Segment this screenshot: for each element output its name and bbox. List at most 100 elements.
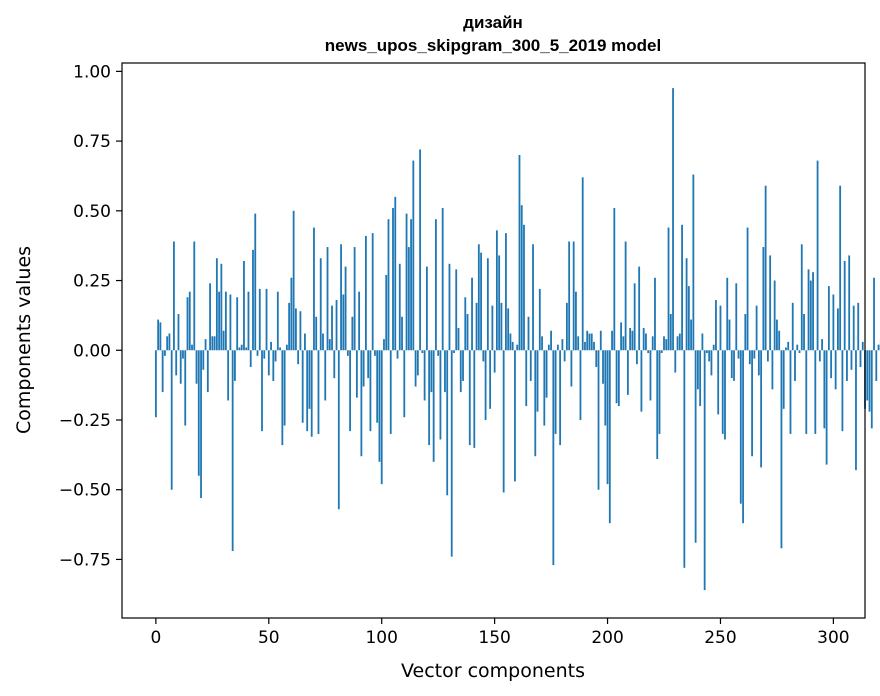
bar-component-96 bbox=[371, 233, 374, 351]
y-tick-label: 1.00 bbox=[73, 62, 111, 82]
bar-component-206 bbox=[620, 322, 622, 351]
bar-component-181 bbox=[563, 350, 566, 362]
bar-component-286 bbox=[800, 244, 803, 351]
bar-component-309 bbox=[852, 305, 855, 351]
bar-component-289 bbox=[807, 269, 810, 351]
bar-component-112 bbox=[407, 247, 410, 351]
bar-component-211 bbox=[631, 330, 634, 351]
bar-component-18 bbox=[195, 350, 198, 384]
bar-component-74 bbox=[322, 333, 324, 351]
bar-component-160 bbox=[516, 344, 519, 351]
bar-component-304 bbox=[841, 350, 844, 432]
bar-component-291 bbox=[812, 272, 814, 351]
bar-component-186 bbox=[575, 291, 577, 351]
bar-component-224 bbox=[660, 350, 663, 354]
bar-component-195 bbox=[595, 350, 598, 367]
bar-component-285 bbox=[798, 350, 801, 354]
bar-component-230 bbox=[674, 350, 677, 373]
bar-component-95 bbox=[369, 350, 372, 432]
bar-component-281 bbox=[789, 350, 792, 434]
bar-component-247 bbox=[712, 344, 715, 351]
bar-component-116 bbox=[416, 350, 419, 376]
bar-component-99 bbox=[378, 350, 381, 462]
bar-component-68 bbox=[308, 350, 311, 409]
bar-component-85 bbox=[346, 350, 349, 356]
bar-component-188 bbox=[579, 350, 582, 420]
bar-component-6 bbox=[168, 333, 171, 351]
bar-component-292 bbox=[814, 350, 817, 434]
bar-component-42 bbox=[249, 350, 252, 367]
bar-component-203 bbox=[613, 208, 616, 351]
bar-component-185 bbox=[572, 241, 575, 351]
bar-component-193 bbox=[590, 333, 593, 351]
bar-component-297 bbox=[825, 350, 828, 465]
bar-component-187 bbox=[577, 336, 580, 351]
bar-component-226 bbox=[665, 339, 668, 351]
x-tick-label: 150 bbox=[478, 628, 510, 648]
bar-component-241 bbox=[699, 350, 702, 407]
bar-component-22 bbox=[204, 339, 207, 351]
bar-component-256 bbox=[733, 350, 735, 381]
bar-component-272 bbox=[769, 255, 772, 351]
bar-component-295 bbox=[821, 339, 823, 351]
bar-component-138 bbox=[466, 314, 469, 351]
bar-component-218 bbox=[647, 350, 650, 354]
bar-component-102 bbox=[385, 274, 388, 351]
bar-component-205 bbox=[617, 350, 620, 407]
bar-component-237 bbox=[690, 319, 693, 351]
bar-component-242 bbox=[701, 333, 704, 351]
y-tick-label: −0.50 bbox=[59, 481, 111, 501]
bar-component-29 bbox=[220, 263, 223, 351]
bar-component-198 bbox=[602, 350, 604, 384]
bar-component-287 bbox=[803, 314, 805, 351]
bar-component-200 bbox=[606, 350, 609, 485]
bar-component-154 bbox=[502, 350, 505, 493]
chart-title: дизайн bbox=[463, 13, 523, 32]
bar-component-65 bbox=[301, 350, 304, 423]
bar-component-56 bbox=[281, 350, 284, 446]
bar-component-274 bbox=[773, 280, 776, 351]
bar-component-271 bbox=[766, 350, 769, 362]
bar-component-25 bbox=[211, 336, 214, 351]
bar-component-233 bbox=[681, 224, 683, 351]
bar-component-260 bbox=[742, 350, 744, 524]
bar-component-207 bbox=[622, 336, 625, 351]
bar-component-196 bbox=[597, 350, 600, 490]
bar-component-259 bbox=[739, 350, 742, 504]
bar-component-52 bbox=[272, 350, 275, 381]
bar-component-31 bbox=[224, 291, 227, 351]
bar-component-190 bbox=[584, 341, 586, 351]
bar-component-172 bbox=[543, 350, 546, 426]
bar-component-279 bbox=[785, 347, 787, 351]
bar-component-109 bbox=[401, 316, 403, 351]
bar-component-250 bbox=[719, 305, 722, 351]
x-axis: 0 50 100 150 200 250 300 bbox=[150, 618, 850, 648]
bar-component-62 bbox=[294, 308, 297, 351]
bar-component-219 bbox=[649, 350, 652, 401]
bar-component-282 bbox=[791, 302, 794, 351]
bar-component-136 bbox=[462, 350, 464, 381]
y-tick-label: 0.25 bbox=[73, 272, 111, 292]
y-axis: −0.75 −0.50 −0.25 0.00 0.25 0.50 0.75 1.00 bbox=[59, 62, 122, 570]
x-tick-label: 200 bbox=[591, 628, 623, 648]
bar-component-252 bbox=[724, 350, 726, 440]
bar-component-125 bbox=[437, 350, 440, 356]
bar-component-39 bbox=[243, 261, 245, 351]
bar-component-33 bbox=[229, 294, 232, 351]
bar-component-17 bbox=[193, 241, 196, 351]
bar-component-93 bbox=[365, 235, 367, 351]
bar-component-296 bbox=[823, 350, 826, 429]
bar-component-222 bbox=[656, 350, 659, 460]
bar-component-149 bbox=[491, 305, 494, 351]
bar-component-36 bbox=[236, 297, 239, 351]
bar-component-257 bbox=[735, 283, 738, 351]
bar-component-20 bbox=[200, 350, 202, 499]
bar-component-164 bbox=[525, 350, 528, 407]
bar-component-220 bbox=[651, 336, 654, 351]
bar-component-23 bbox=[206, 350, 209, 393]
bar-component-216 bbox=[642, 327, 645, 351]
bar-component-37 bbox=[238, 347, 241, 351]
bar-component-197 bbox=[599, 330, 602, 351]
bar-component-209 bbox=[626, 350, 629, 395]
bar-component-98 bbox=[376, 350, 379, 423]
